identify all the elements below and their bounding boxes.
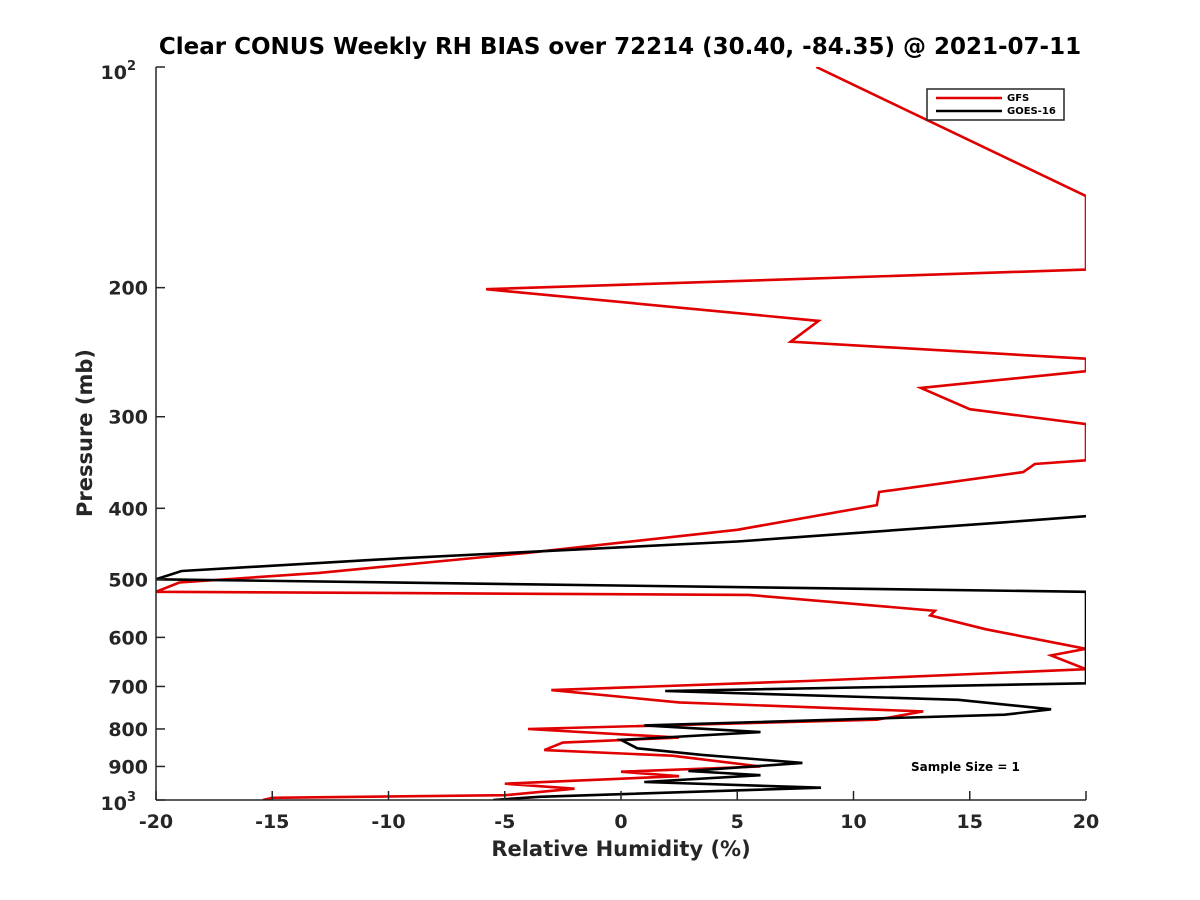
x-tick-label: -10 <box>371 811 405 833</box>
y-tick-label: 200 <box>108 278 148 300</box>
y-tick-label: 500 <box>108 569 148 591</box>
y-tick-label: 600 <box>108 627 148 649</box>
x-tick-label: 10 <box>840 811 866 833</box>
x-tick-label: 20 <box>1073 811 1099 833</box>
y-tick-label: 900 <box>108 756 148 778</box>
legend-box <box>926 88 1065 121</box>
y-tick-label-100: 102 <box>101 59 137 84</box>
y-axis-ticks: 200 300 400 500 600 700 800 900 <box>108 66 165 801</box>
x-tick-label: 15 <box>957 811 983 833</box>
x-tick-label: 0 <box>614 811 627 833</box>
x-tick-label: -15 <box>255 811 289 833</box>
y-tick-label: 400 <box>108 498 148 520</box>
x-axis-label: Relative Humidity (%) <box>491 837 750 861</box>
x-tick-label: 5 <box>731 811 744 833</box>
chart-title: Clear CONUS Weekly RH BIAS over 72214 (3… <box>159 34 1081 60</box>
x-tick-label: -20 <box>139 811 173 833</box>
y-tick-label: 800 <box>108 719 148 741</box>
sample-size-annotation: Sample Size = 1 <box>911 760 1020 774</box>
legend: GFS GOES-16 <box>926 88 1065 121</box>
legend-label-goes16: GOES-16 <box>1007 106 1056 117</box>
y-tick-label: 700 <box>108 676 148 698</box>
y-axis-label: Pressure (mb) <box>73 349 97 517</box>
plot-area <box>156 67 1086 800</box>
x-tick-label: -5 <box>494 811 515 833</box>
gfs-series-line <box>156 67 1086 800</box>
legend-label-gfs: GFS <box>1007 93 1029 104</box>
goes16-series-line <box>156 514 1086 800</box>
y-tick-label: 300 <box>108 407 148 429</box>
x-axis-ticks: -20 -15 -10 -5 0 5 10 15 20 <box>139 791 1099 833</box>
y-tick-label-1000: 103 <box>101 790 137 815</box>
